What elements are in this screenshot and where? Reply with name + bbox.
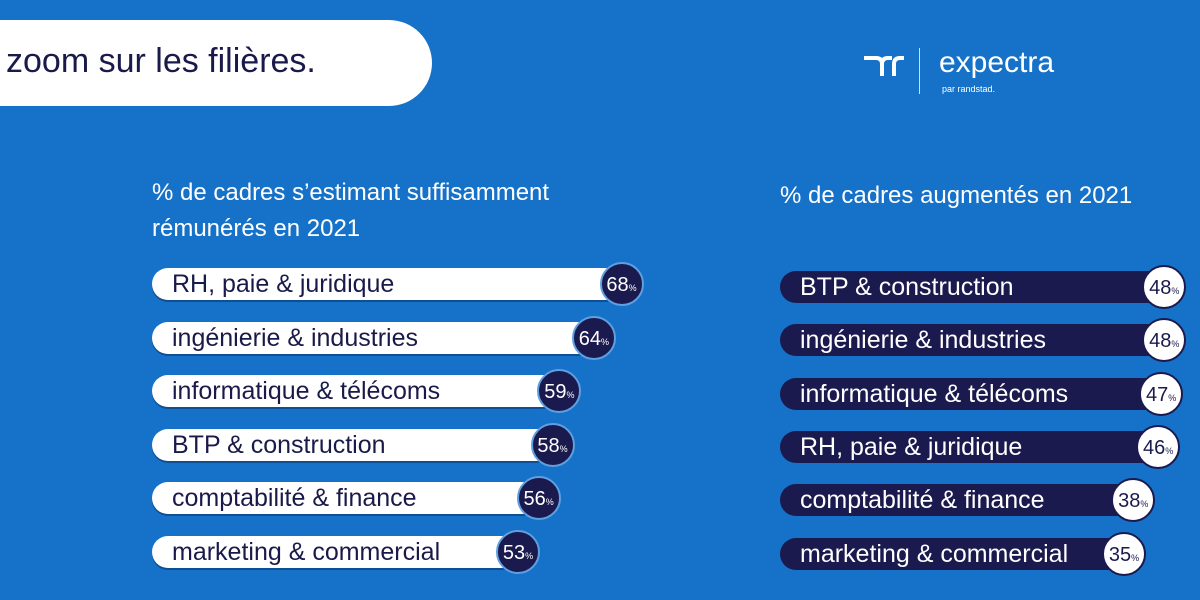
bar-label: comptabilité & finance	[172, 484, 417, 512]
value-badge: 35%	[1102, 531, 1146, 576]
bar-row: ingénierie & industries 64%	[152, 315, 616, 360]
left-title-line2: rémunérés en 2021	[152, 215, 361, 242]
value-badge: 59%	[537, 369, 582, 413]
value-label: 47	[1146, 383, 1169, 406]
value-label: 68	[606, 274, 629, 296]
value-badge: 56%	[516, 476, 561, 520]
bar-label: BTP & construction	[172, 430, 386, 459]
bar: marketing & commercial	[780, 537, 1124, 570]
bar: informatique & télécoms	[780, 377, 1162, 410]
bar: ingénierie & industries	[780, 324, 1165, 357]
bar-row: comptabilité & finance 38%	[780, 478, 1156, 523]
unit-label: %	[1165, 445, 1174, 456]
value-badge: 68%	[599, 262, 644, 306]
right-title-line1: % de cadres augmentés en 2021	[780, 182, 1133, 209]
value-label: 64	[578, 327, 601, 350]
bar: RH, paie & juridique	[152, 268, 622, 300]
bar-row: BTP & construction 58%	[152, 422, 575, 467]
value-badge: 38%	[1111, 478, 1156, 523]
bar-row: RH, paie & juridique 68%	[152, 262, 644, 306]
bar-row: comptabilité & finance 56%	[152, 476, 561, 520]
value-label: 48	[1149, 330, 1172, 353]
bar-label: marketing & commercial	[800, 539, 1069, 568]
page-title: zoom sur les filières.	[6, 42, 316, 80]
value-badge: 53%	[496, 529, 540, 574]
value-badge: 58%	[530, 422, 575, 467]
bar-row: marketing & commercial 35%	[780, 531, 1146, 576]
value-badge: 46%	[1136, 424, 1181, 469]
bar-label: ingénierie & industries	[172, 323, 418, 352]
bar-row: BTP & construction 48%	[780, 265, 1187, 309]
unit-label: %	[1168, 392, 1177, 403]
unit-label: %	[545, 497, 554, 507]
right-chart-title: % de cadres augmentés en 2021	[780, 178, 1132, 214]
bar-label: RH, paie & juridique	[172, 270, 395, 298]
logo-divider	[919, 48, 920, 94]
bar-label: marketing & commercial	[172, 537, 441, 566]
bar-label: ingénierie & industries	[800, 326, 1046, 355]
title-pill: zoom sur les filières.	[0, 20, 432, 106]
value-label: 46	[1142, 436, 1166, 459]
unit-label: %	[1171, 339, 1180, 350]
unit-label: %	[525, 550, 534, 561]
bar-label: informatique & télécoms	[172, 377, 441, 405]
value-badge: 64%	[571, 315, 616, 360]
unit-label: %	[559, 443, 568, 454]
bar-row: informatique & télécoms 47%	[780, 371, 1184, 416]
randstad-logo-icon	[864, 56, 904, 76]
bar: marketing & commercial	[152, 535, 518, 568]
bar: comptabilité & finance	[152, 482, 539, 514]
value-label: 48	[1149, 277, 1172, 299]
bar: comptabilité & finance	[780, 484, 1134, 517]
value-label: 56	[523, 488, 546, 510]
bar-row: informatique & télécoms 59%	[152, 369, 582, 413]
bar-label: RH, paie & juridique	[800, 432, 1023, 461]
logo-name: expectra	[939, 46, 1055, 79]
value-badge: 48%	[1142, 265, 1187, 309]
value-label: 58	[537, 434, 560, 457]
value-label: 59	[544, 381, 567, 403]
bar-label: comptabilité & finance	[800, 486, 1045, 515]
left-chart-title: % de cadres s’estimant suffisamment rému…	[152, 175, 549, 247]
bar: informatique & télécoms	[152, 375, 560, 407]
unit-label: %	[1140, 499, 1149, 510]
bar-label: BTP & construction	[800, 273, 1014, 301]
bar: BTP & construction	[152, 428, 553, 461]
unit-label: %	[601, 336, 610, 347]
left-title-line1: % de cadres s’estimant suffisamment	[152, 179, 550, 206]
unit-label: %	[1131, 552, 1140, 563]
bar-row: marketing & commercial 53%	[152, 529, 540, 574]
value-badge: 47%	[1139, 371, 1184, 416]
value-label: 35	[1108, 543, 1132, 566]
bar-row: RH, paie & juridique 46%	[780, 424, 1181, 469]
bar: BTP & construction	[780, 271, 1165, 303]
bar: ingénierie & industries	[152, 321, 594, 354]
value-badge: 48%	[1142, 318, 1187, 363]
bar: RH, paie & juridique	[780, 430, 1159, 463]
unit-label: %	[628, 283, 637, 293]
bar-row: ingénierie & industries 48%	[780, 318, 1187, 363]
unit-label: %	[1171, 286, 1180, 296]
bar-label: informatique & télécoms	[800, 379, 1069, 408]
value-label: 53	[502, 541, 526, 564]
value-label: 38	[1118, 490, 1141, 513]
logo-subtitle: par randstad.	[942, 84, 996, 94]
unit-label: %	[566, 390, 575, 400]
